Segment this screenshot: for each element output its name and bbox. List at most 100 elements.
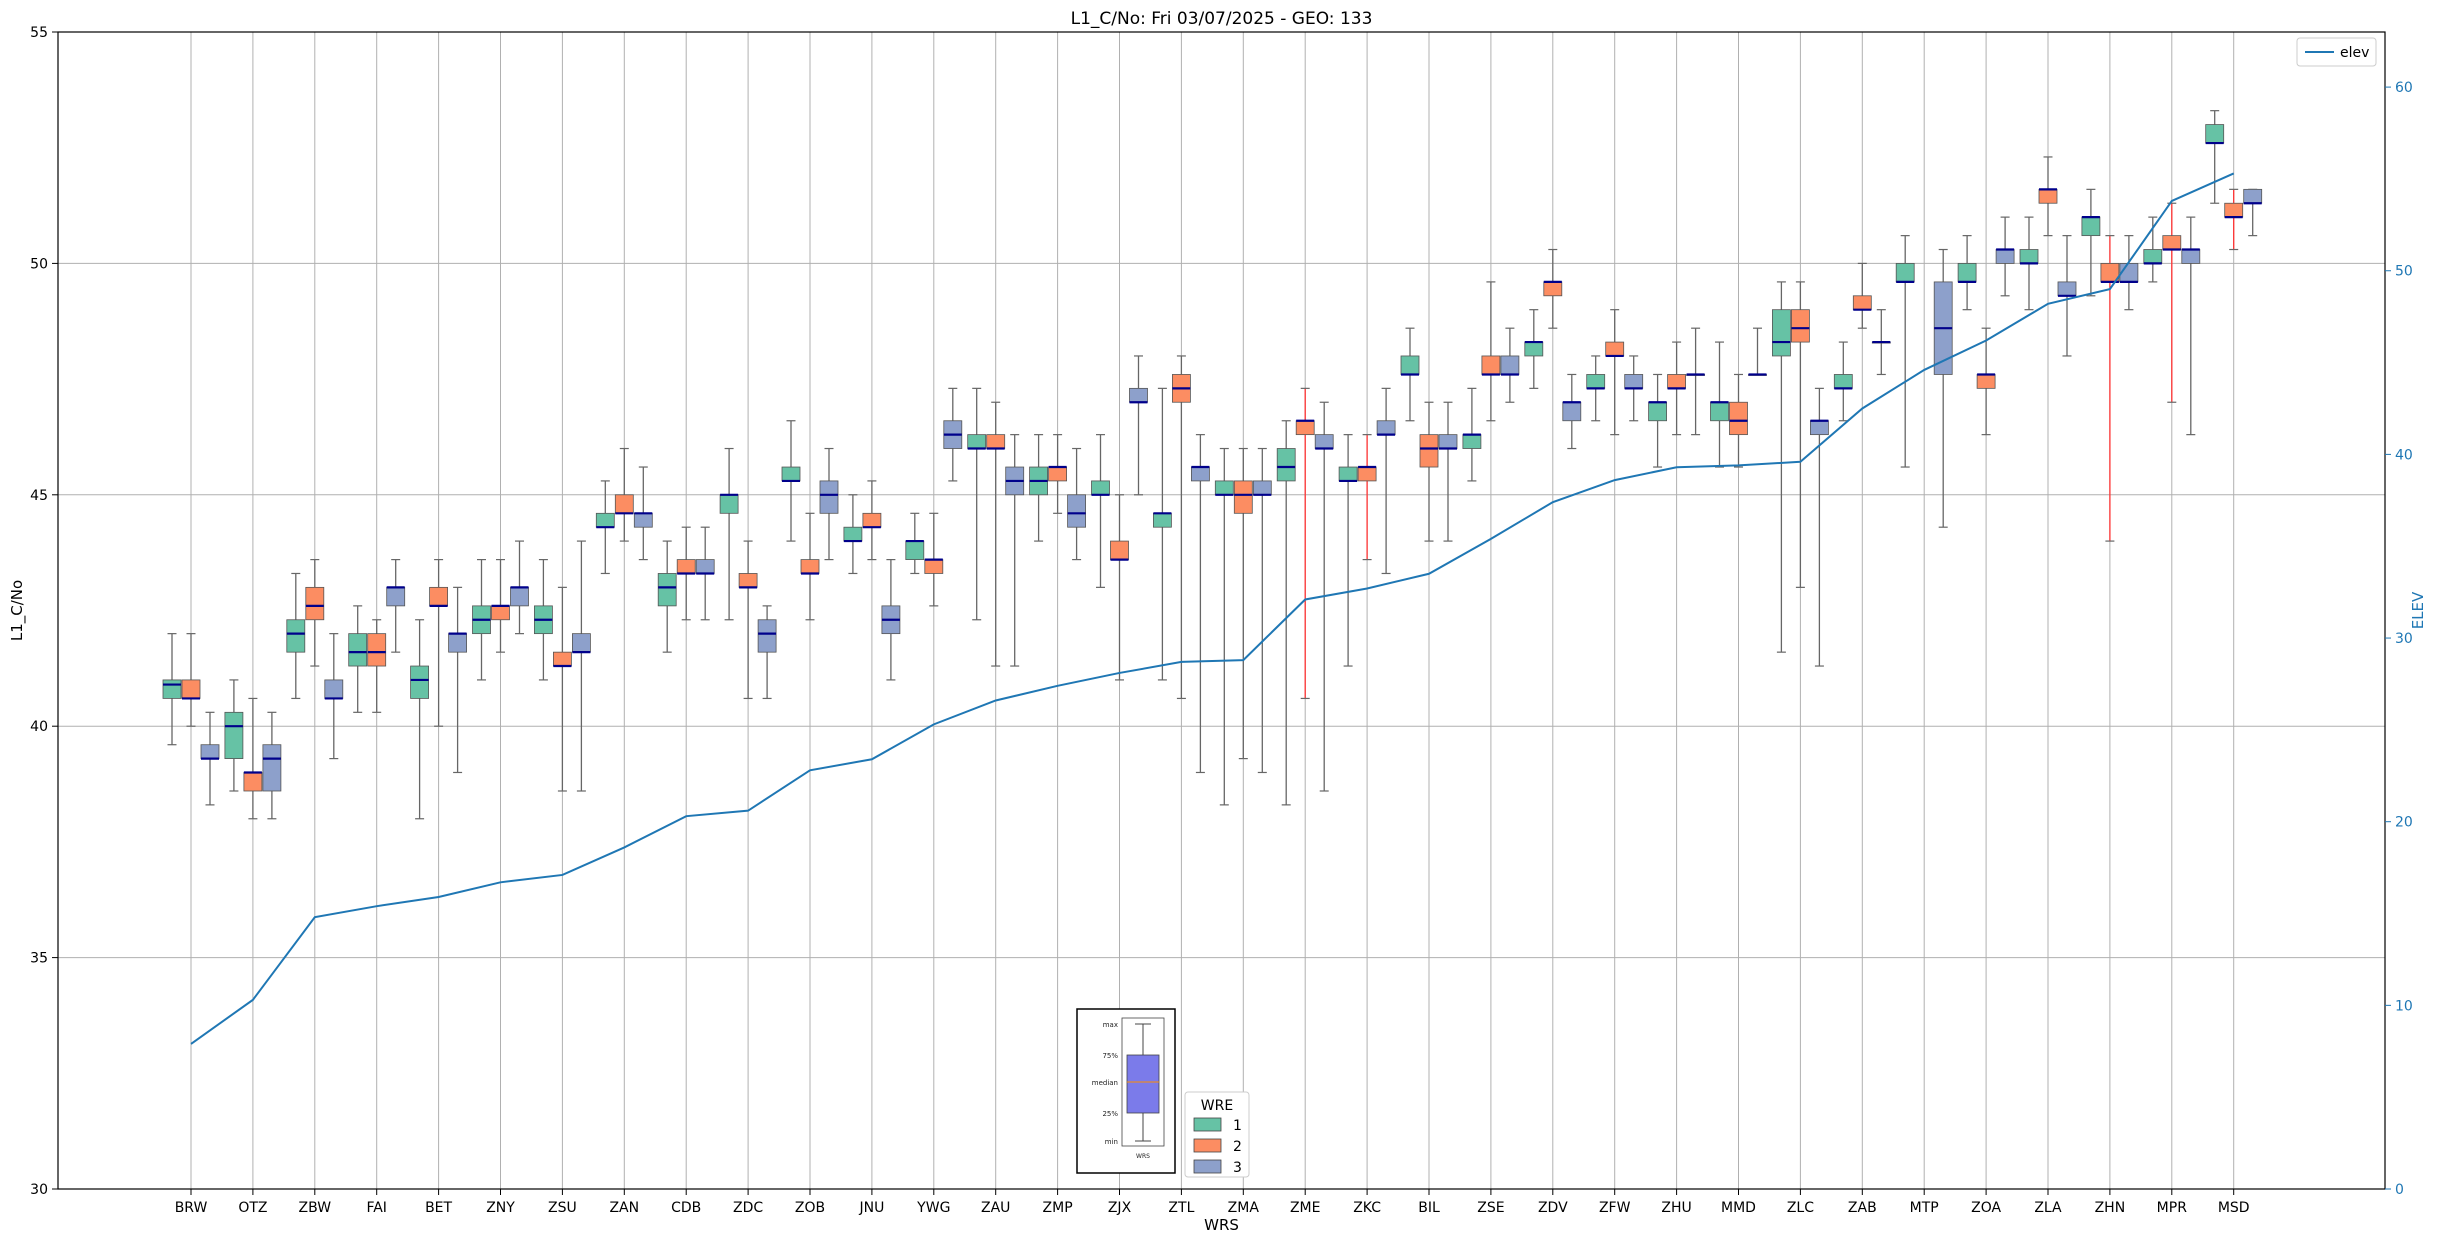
box-group [1214, 447, 1234, 806]
box-iqr [1295, 420, 1315, 436]
box-iqr [1048, 466, 1067, 482]
x-tick-label: OTZ [238, 1200, 267, 1216]
x-tick-label: ZSU [548, 1200, 577, 1216]
box-group [2162, 202, 2182, 403]
x-tick-label: ZHU [1661, 1200, 1691, 1216]
box-iqr [1252, 480, 1272, 496]
box-group [2057, 235, 2077, 357]
box-iqr [819, 480, 839, 514]
x-tick-label: ZLA [2034, 1200, 2062, 1216]
wre-legend-title: WRE [1201, 1098, 1233, 1114]
box-group [2243, 188, 2263, 237]
box-group [1648, 373, 1667, 468]
x-tick-label: FAI [366, 1200, 386, 1216]
box-iqr [2143, 249, 2163, 264]
chart-title: L1_C/No: Fri 03/07/2025 - GEO: 133 [1071, 9, 1373, 29]
box-group [1791, 281, 1810, 588]
box-group [534, 558, 553, 681]
y-tick-label: 45 [30, 488, 48, 504]
box-iqr [2057, 281, 2077, 297]
box-iqr [738, 573, 758, 588]
box-group [410, 619, 430, 820]
box-iqr [1543, 281, 1563, 297]
x-tick-label: ZOA [1971, 1200, 2001, 1216]
box-group [1895, 235, 1915, 468]
box-iqr [1314, 434, 1334, 449]
y2-tick-label: 50 [2395, 264, 2413, 280]
x-tick-label: BET [425, 1200, 452, 1216]
box-iqr [781, 466, 801, 482]
y-tick-label: 55 [30, 25, 48, 41]
box-iqr [676, 559, 696, 574]
box-group [1314, 401, 1334, 792]
x-tick-label: ZMA [1228, 1200, 1260, 1216]
box-key-inset: max 75% median 25% min WRS [1076, 1008, 1176, 1174]
x-tick-label: CDB [671, 1200, 701, 1216]
box-iqr [1995, 249, 2015, 264]
inset-label-q1: 25% [1102, 1110, 1118, 1118]
box-group [862, 480, 882, 561]
x-tick-label: ZLC [1787, 1200, 1814, 1216]
x-tick-label: JNU [858, 1200, 884, 1216]
box-group [286, 572, 306, 700]
box-iqr [614, 494, 634, 514]
x-tick-label: BIL [1418, 1200, 1440, 1216]
box-group [1729, 373, 1748, 468]
x-tick-label: ZTL [1168, 1200, 1194, 1216]
box-iqr [657, 573, 677, 607]
box-iqr [986, 434, 1006, 449]
y2-tick-label: 40 [2395, 447, 2413, 463]
box-layer [162, 110, 2263, 820]
box-iqr [719, 494, 739, 514]
box-group [781, 420, 801, 542]
x-tick-label: MSD [2218, 1200, 2250, 1216]
inset-xlabel: WRS [1136, 1153, 1150, 1160]
box-group [1357, 434, 1377, 561]
box-group [1543, 248, 1563, 329]
box-iqr [2205, 124, 2225, 144]
box-iqr [633, 512, 653, 528]
box-iqr [510, 586, 529, 607]
box-iqr [262, 744, 282, 792]
x-tick-label: ZAU [981, 1200, 1010, 1216]
box-iqr [1400, 355, 1420, 375]
x-tick-label: ZAB [1848, 1200, 1877, 1216]
inset-label-max: max [1103, 1021, 1118, 1029]
box-group [1191, 434, 1210, 774]
box-iqr [1357, 466, 1377, 482]
box-group [1295, 387, 1315, 700]
y-tick-label: 30 [30, 1182, 48, 1198]
box-group [924, 512, 944, 607]
elev-legend-label: elev [2340, 45, 2369, 61]
box-group [367, 619, 387, 713]
wre-legend-label-1: 1 [1233, 1118, 1242, 1134]
y2-tick-label: 20 [2395, 815, 2413, 831]
x-tick-label: ZHN [2095, 1200, 2126, 1216]
box-group [1871, 309, 1891, 376]
box-iqr [1648, 401, 1667, 422]
box-group [2181, 216, 2201, 436]
y-tick-label: 40 [30, 719, 48, 735]
elev-layer [190, 172, 2235, 1045]
box-group [386, 558, 406, 653]
y2-tick-label: 10 [2395, 998, 2413, 1014]
box-iqr [1772, 309, 1791, 357]
box-iqr [224, 711, 244, 759]
box-group [1067, 447, 1086, 561]
x-axis-label: WRS [1204, 1216, 1239, 1234]
box-iqr [1810, 420, 1829, 436]
box-iqr [1605, 341, 1625, 357]
box-iqr [448, 633, 468, 653]
wre-legend: WRE 1 2 3 [1184, 1091, 1250, 1178]
box-iqr [1376, 420, 1396, 436]
box-iqr [2019, 249, 2039, 264]
box-group [262, 711, 282, 820]
box-iqr [1500, 355, 1520, 375]
box-group [967, 387, 987, 621]
box-iqr [410, 665, 430, 699]
x-tick-label: ZKC [1353, 1200, 1381, 1216]
box-group [676, 526, 696, 621]
box-group [1338, 434, 1358, 667]
inset-label-min: min [1105, 1138, 1118, 1146]
